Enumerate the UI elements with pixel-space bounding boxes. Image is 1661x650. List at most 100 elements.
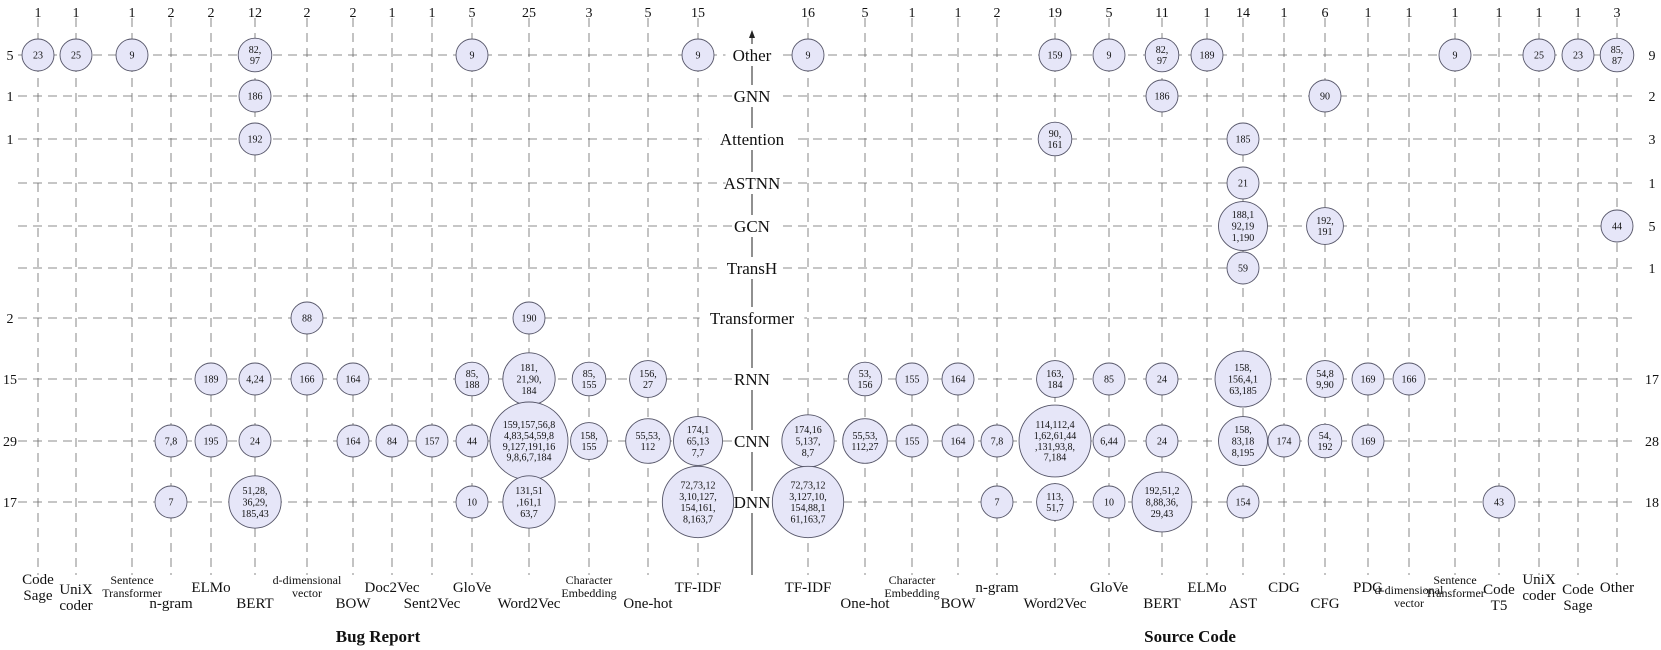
bubble-text-line: 10 [467, 498, 477, 509]
section-title-source-code: Source Code [1144, 627, 1236, 646]
left-count-gnn: 1 [7, 90, 14, 105]
bubble-bug-report-4-cnn [194, 424, 228, 458]
col-label-bug-report-word2vec: Word2Vec [498, 596, 561, 612]
left-count-transformer: 2 [7, 312, 14, 327]
bubble-bug-report-5-cnn-text: 24 [250, 437, 260, 448]
right-count-attention: 3 [1649, 133, 1656, 148]
bubble-source-code-11-gnn-text: 90 [1320, 92, 1330, 103]
bubble-source-code-9-attention-text: 185 [1236, 135, 1251, 146]
bubble-bug-report-10-rnn-text: 85, 188 [465, 369, 480, 391]
col-label-line: UniX [1522, 572, 1556, 588]
col-label-line: d-dimensional [273, 573, 342, 587]
col-label-source-code-glove: GloVe [1090, 580, 1129, 596]
bubble-text-line: 189 [1200, 51, 1215, 62]
col-count-bug-report-one-hot: 5 [645, 6, 652, 21]
col-count-source-code-tf-idf: 16 [801, 6, 815, 21]
bubble-source-code-17-other-text: 23 [1573, 51, 1583, 62]
bubble-text-line: 85 [1104, 375, 1114, 386]
bubble-source-code-14-other-text: 9 [1453, 51, 1458, 62]
bubble-bug-report-5-dnn [228, 475, 282, 529]
col-label-line: Character [566, 573, 613, 587]
bubble-text-line: 189 [204, 375, 219, 386]
col-label-line: Transformer [1425, 586, 1485, 600]
col-label-source-code-cdg: CDG [1268, 580, 1300, 596]
bubble-source-code-0-other [791, 38, 825, 72]
bubble-source-code-5-attention [1037, 121, 1073, 157]
bubble-bug-report-1-other-text: 25 [71, 51, 81, 62]
bubble-text-line: 159 [1048, 51, 1063, 62]
col-label-line: ELMo [191, 580, 230, 596]
bubble-text-line: 159,157,56,8 [503, 420, 556, 431]
col-label-bug-report-bert: BERT [236, 596, 273, 612]
col-label-line: CDG [1268, 580, 1300, 596]
col-count-source-code-character-embedding: 1 [909, 6, 916, 21]
bubble-text-line: 88 [302, 314, 312, 325]
bubble-source-code-4-dnn [980, 485, 1014, 519]
col-count-source-code-bow: 1 [955, 6, 962, 21]
col-label-line: vector [1394, 596, 1424, 610]
bubble-bug-report-8-cnn-text: 84 [387, 437, 397, 448]
col-label-line: Code [1562, 582, 1594, 598]
bubble-source-code-9-rnn-text: 158, 156,4,1 63,185 [1228, 363, 1258, 397]
bubble-bug-report-3-cnn-text: 7,8 [165, 437, 178, 448]
bubble-text-line: 169 [1361, 437, 1376, 448]
col-label-bug-report-sent2vec: Sent2Vec [404, 596, 461, 612]
bubble-source-code-1-rnn-text: 53, 156 [858, 369, 873, 391]
row-label-gcn: GCN [734, 217, 770, 236]
bubble-bug-report-10-cnn-text: 44 [467, 437, 477, 448]
bubble-source-code-5-rnn [1036, 360, 1074, 398]
bubble-source-code-17-other [1561, 38, 1595, 72]
bubble-text-line: 112,27 [851, 442, 878, 453]
col-count-bug-report-tf-idf: 15 [691, 6, 705, 21]
col-count-source-code-code-sage: 1 [1575, 6, 1582, 21]
bubble-text-line: 158, [1234, 425, 1252, 436]
bubble-bug-report-1-other [59, 38, 93, 72]
bubble-source-code-11-gcn-text: 192, 191 [1316, 216, 1334, 238]
bubble-text-line: 174,1 [687, 425, 710, 436]
col-count-bug-report-sentence-transformer: 1 [129, 6, 136, 21]
col-count-bug-report-sent2vec: 1 [429, 6, 436, 21]
bubble-source-code-11-cnn-text: 54, 192 [1318, 431, 1333, 453]
bubble-text-line: 85, [583, 369, 596, 380]
bubble-text-line: 82, [249, 45, 262, 56]
col-label-line: GloVe [1090, 580, 1129, 596]
bubble-text-line: 156, [639, 369, 657, 380]
bubble-source-code-9-transh [1226, 251, 1260, 285]
bubble-text-line: 9 [470, 51, 475, 62]
left-count-cnn: 29 [3, 435, 17, 450]
bubble-text-line: ,161,1 [517, 498, 542, 509]
row-label-transformer: Transformer [710, 309, 795, 328]
row-label-cnn: CNN [734, 432, 770, 451]
bubble-bug-report-14-cnn-text: 174,1 65,13 7,7 [687, 425, 710, 459]
row-label-bg-cnn [734, 430, 770, 452]
col-label-bug-report-glove: GloVe [453, 580, 492, 596]
bubble-bug-report-5-cnn [238, 424, 272, 458]
bubble-text-line: 188 [465, 380, 480, 391]
bubble-source-code-6-cnn-text: 6,44 [1100, 437, 1118, 448]
bubble-bug-report-11-transformer-text: 190 [522, 314, 537, 325]
bubble-source-code-1-cnn [842, 418, 888, 464]
bubble-source-code-2-rnn-text: 155 [905, 375, 920, 386]
bubble-text-line: 7 [995, 498, 1000, 509]
bubble-source-code-6-cnn [1092, 424, 1126, 458]
bubble-bug-report-5-other-text: 82, 97 [249, 45, 262, 67]
bubble-source-code-7-dnn [1131, 471, 1193, 533]
bubble-source-code-5-attention-text: 90, 161 [1048, 129, 1063, 151]
bubble-source-code-0-dnn-text: 72,73,12 3,127,10, 154,88,1 61,163,7 [789, 480, 827, 525]
left-count-other: 5 [7, 49, 14, 64]
bubble-bug-report-5-dnn-text: 51,28, 36,29, 185,43 [241, 486, 269, 520]
col-label-line: d-dimensional [1375, 583, 1444, 597]
bubble-text-line: 9,90 [1316, 380, 1334, 391]
bubble-text-line: 7,8 [165, 437, 178, 448]
bubble-text-line: 23 [1573, 51, 1583, 62]
bubble-text-line: 181, [520, 363, 538, 374]
col-label-line: UniX [59, 582, 93, 598]
bubble-source-code-7-other-text: 82, 97 [1156, 45, 1169, 67]
bubble-text-line: 24 [1157, 437, 1167, 448]
right-count-dnn: 18 [1645, 496, 1659, 511]
center-axis [749, 30, 755, 575]
